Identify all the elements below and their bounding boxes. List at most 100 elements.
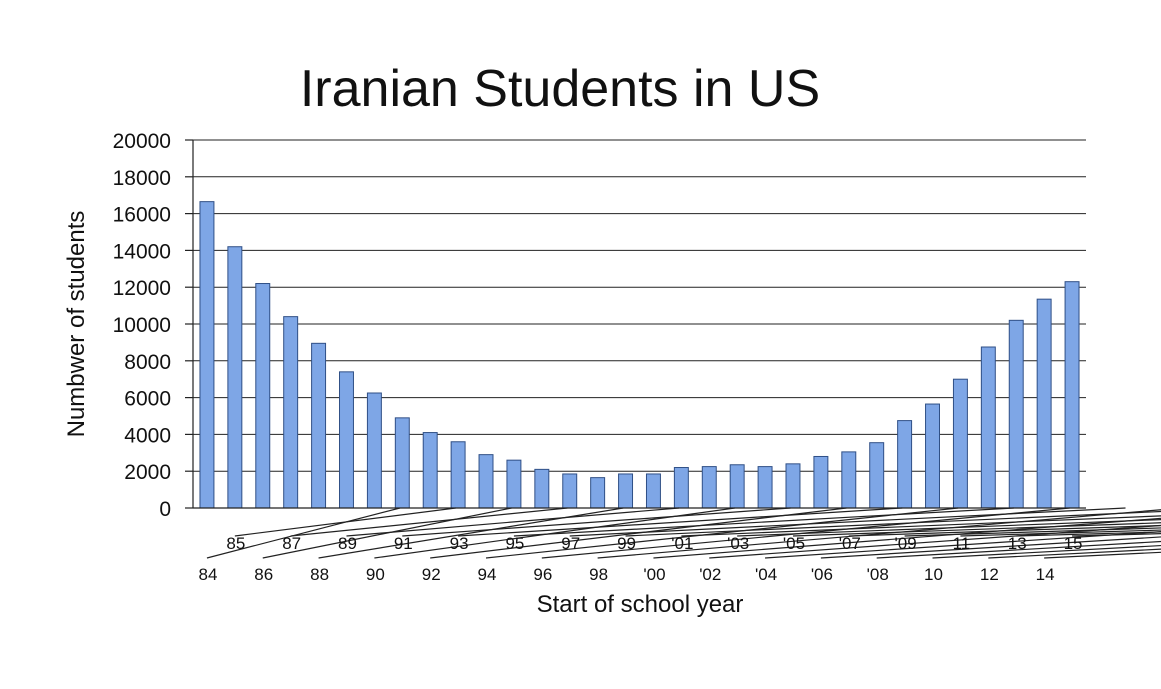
x-tick-label: 11 <box>953 534 971 553</box>
bar <box>283 316 299 509</box>
y-tick-label: 6000 <box>124 388 171 411</box>
x-tick-mark <box>792 522 1161 537</box>
x-tick-label: '00 <box>643 565 665 584</box>
bar <box>952 378 968 509</box>
x-tick-mark <box>960 529 1161 537</box>
x-tick-label: 96 <box>533 565 552 584</box>
bar <box>534 468 550 509</box>
x-tick-label: 13 <box>1008 534 1027 553</box>
x-tick-label: 98 <box>589 565 608 584</box>
bar <box>980 346 996 509</box>
bar <box>841 451 857 509</box>
bars <box>199 201 1080 509</box>
y-tick-label: 20000 <box>113 130 171 153</box>
bar <box>757 466 773 509</box>
x-tick-mark <box>681 515 1161 537</box>
x-tick-mark <box>625 510 1161 537</box>
x-tick-label: 92 <box>422 565 441 584</box>
bar <box>255 283 271 509</box>
bar <box>311 342 327 509</box>
x-tick-mark <box>402 507 791 537</box>
x-tick-label: 10 <box>924 565 943 584</box>
y-tick-label: 0 <box>159 498 171 521</box>
bar <box>227 246 243 509</box>
x-tick-mark <box>988 548 1161 559</box>
x-tick-mark <box>513 507 1014 537</box>
x-tick-mark <box>458 507 903 537</box>
y-tick-label: 2000 <box>124 461 171 484</box>
x-tick-label: '07 <box>839 534 861 553</box>
x-tick-label: 14 <box>1036 565 1055 584</box>
x-tick-label: '06 <box>811 565 833 584</box>
x-tick-label: 99 <box>617 534 636 553</box>
bar <box>729 464 745 509</box>
x-tick-label: '03 <box>727 534 749 553</box>
bar <box>618 473 634 509</box>
bar <box>1036 298 1052 509</box>
y-tick-label: 18000 <box>113 167 171 190</box>
x-tick-mark <box>904 527 1161 537</box>
gridlines <box>193 139 1086 472</box>
y-tick-label: 16000 <box>113 204 171 227</box>
x-tick-mark <box>318 507 624 559</box>
x-tick-label: 85 <box>226 534 245 553</box>
x-tick-label: '09 <box>895 534 917 553</box>
x-tick-label: '01 <box>671 534 693 553</box>
x-axis-label: Start of school year <box>537 591 744 618</box>
bar <box>673 467 689 509</box>
x-tick-label: 86 <box>254 565 273 584</box>
bar <box>422 432 438 509</box>
x-tick-label: 95 <box>505 534 524 553</box>
x-tick-mark <box>737 518 1161 537</box>
bar <box>199 201 215 509</box>
y-tick-label: 12000 <box>113 277 171 300</box>
x-tick-label: 94 <box>478 565 497 584</box>
bar <box>366 392 382 509</box>
y-tick-label: 4000 <box>124 424 171 447</box>
bar <box>701 466 717 509</box>
x-tick-label: '02 <box>699 565 721 584</box>
bar <box>339 371 354 509</box>
bar <box>394 417 410 509</box>
chart-title: Iranian Students in US <box>300 60 820 118</box>
bar <box>1008 319 1024 509</box>
y-tick-label: 10000 <box>113 314 171 337</box>
x-tick-label: '08 <box>867 565 889 584</box>
x-tick-label: 89 <box>338 534 357 553</box>
x-tick-label: 88 <box>310 565 329 584</box>
x-tick-mark <box>653 517 1161 559</box>
bar <box>1064 281 1080 509</box>
bar <box>785 463 801 509</box>
x-tick-mark <box>848 524 1161 537</box>
x-tick-labels: 84 85 86 87 88 89 90 91 92 93 94 95 96 97 98 99 '00 '01 '0… <box>198 507 1161 584</box>
x-tick-label: 12 <box>980 565 999 584</box>
y-tick-label: 8000 <box>124 351 171 374</box>
bar <box>813 455 829 509</box>
bar <box>562 473 578 509</box>
x-tick-label: 90 <box>366 565 385 584</box>
y-axis-label: Numbwer of students <box>63 211 90 438</box>
x-tick-mark <box>234 507 456 537</box>
x-tick-mark <box>569 507 1126 537</box>
x-tick-label: '05 <box>783 534 805 553</box>
bar <box>478 454 494 509</box>
bar <box>925 403 940 509</box>
x-tick-mark <box>820 536 1161 559</box>
y-tick-label: 14000 <box>113 240 171 263</box>
x-tick-mark <box>932 544 1161 559</box>
x-tick-mark <box>485 507 959 559</box>
bar <box>450 441 466 509</box>
x-tick-mark <box>346 507 680 537</box>
bar <box>645 473 661 509</box>
x-tick-label: 97 <box>561 534 580 553</box>
y-tick-labels: 0 2000 4000 6000 8000 10000 12000 14000 16000 180… <box>113 130 193 521</box>
x-tick-label: 84 <box>198 565 217 584</box>
x-tick-mark <box>206 507 401 559</box>
x-tick-label: 87 <box>282 534 301 553</box>
x-tick-mark <box>290 507 568 537</box>
x-tick-label: 15 <box>1064 534 1083 553</box>
bar <box>590 477 606 509</box>
bar <box>869 442 885 509</box>
bar <box>897 420 913 509</box>
